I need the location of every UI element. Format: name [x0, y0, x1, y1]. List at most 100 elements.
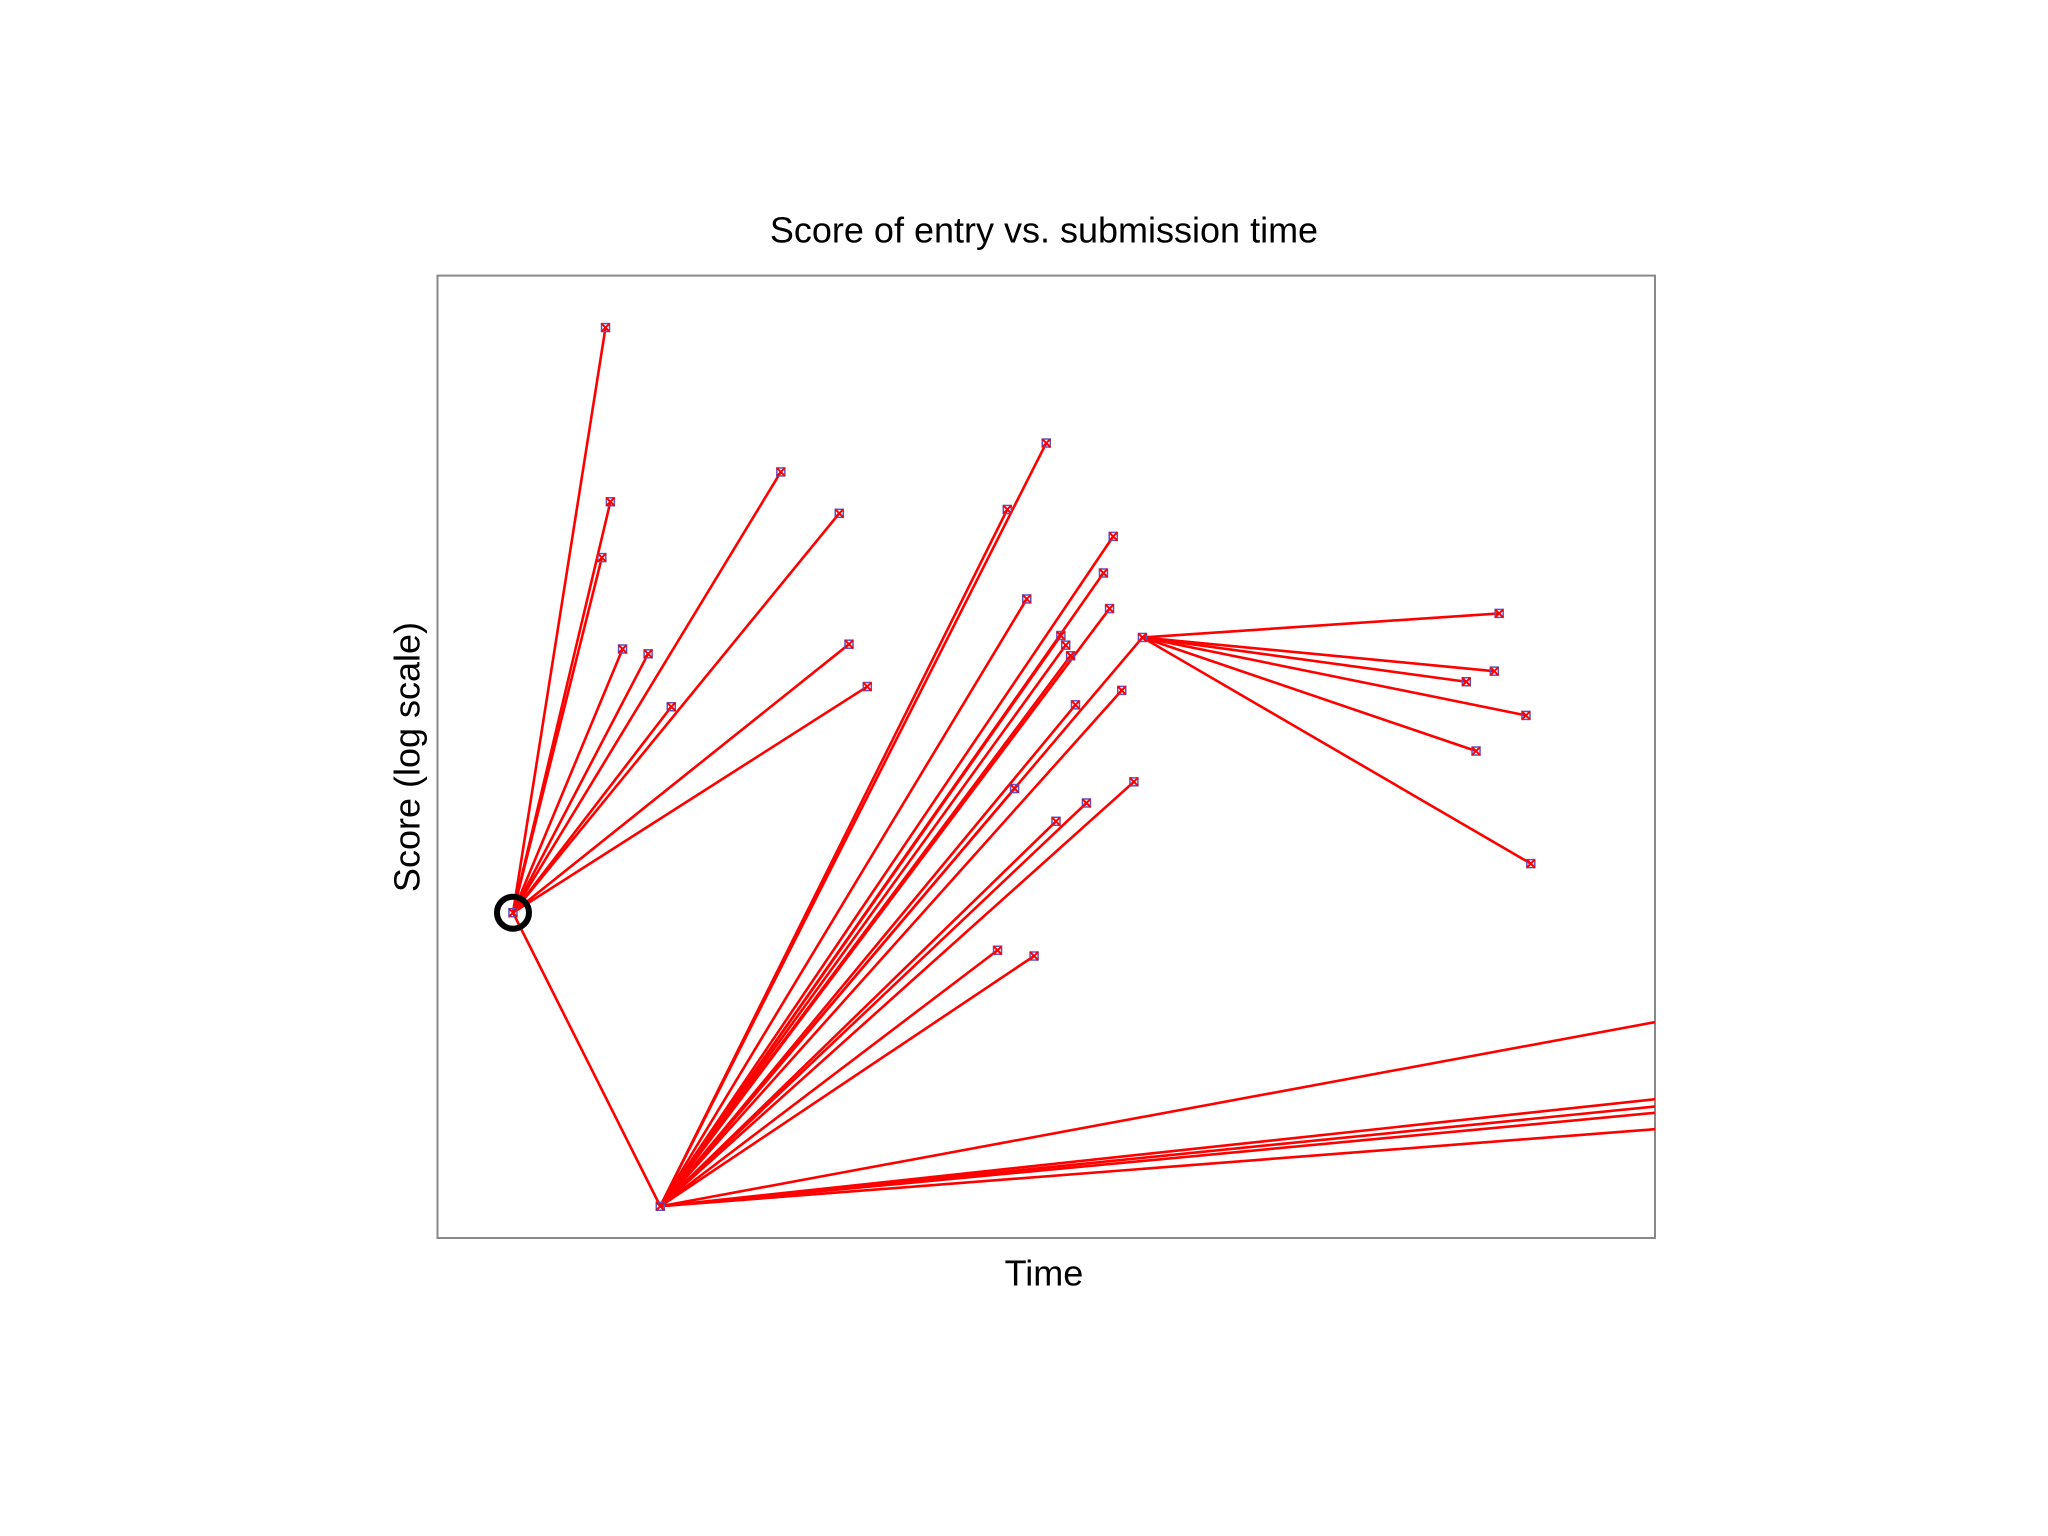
- edge: [660, 1111, 1655, 1208]
- point: [1098, 568, 1109, 578]
- edge: [511, 912, 662, 1207]
- point-box: [1712, 1007, 1720, 1015]
- point: [1029, 951, 1039, 961]
- point-box: [1712, 1120, 1720, 1128]
- point-box: [1056, 630, 1066, 641]
- point: [1712, 1089, 1720, 1097]
- edge: [512, 685, 868, 914]
- point-cross: [617, 644, 628, 654]
- edges: [511, 327, 1655, 1208]
- edge: [659, 802, 1088, 1208]
- point: [1070, 700, 1081, 710]
- point-cross: [1070, 700, 1081, 710]
- point-cross: [992, 945, 1003, 955]
- point-cross: [666, 702, 676, 712]
- point-box: [1489, 666, 1500, 676]
- point-cross: [1117, 685, 1127, 696]
- point: [1104, 603, 1115, 614]
- point-cross: [1471, 746, 1481, 756]
- edge: [1142, 636, 1527, 717]
- point: [776, 467, 786, 477]
- point: [1009, 783, 1020, 794]
- edge: [659, 787, 1016, 1208]
- edge: [1142, 636, 1477, 753]
- point: [1051, 816, 1061, 827]
- point-box: [1070, 700, 1081, 710]
- point-box: [1526, 858, 1536, 869]
- point-box: [655, 1201, 666, 1211]
- point: [1526, 858, 1536, 869]
- point-box: [1712, 1096, 1720, 1104]
- point-box: [1521, 710, 1531, 721]
- point: [1471, 746, 1481, 756]
- edge: [1142, 612, 1500, 639]
- point-box: [1065, 650, 1076, 661]
- point-cross: [1526, 858, 1536, 869]
- point-box: [1041, 438, 1051, 448]
- y-axis-label: Score (log scale): [387, 622, 428, 892]
- point-cross: [508, 908, 518, 918]
- chart-title: Score of entry vs. submission time: [770, 210, 1318, 251]
- point: [1137, 632, 1148, 643]
- point: [1116, 685, 1127, 696]
- edge: [659, 654, 1072, 1208]
- point-box: [1022, 594, 1032, 604]
- point: [1041, 438, 1051, 448]
- point-cross: [1022, 594, 1032, 604]
- point: [1129, 777, 1139, 787]
- point-box: [1494, 608, 1504, 619]
- point: [1521, 710, 1531, 721]
- point-box: [600, 322, 611, 333]
- edge: [1141, 636, 1532, 865]
- point-cross: [1494, 608, 1504, 619]
- point-cross: [844, 639, 854, 649]
- edge: [659, 780, 1135, 1208]
- point-box: [643, 649, 653, 659]
- point-box: [1116, 685, 1127, 696]
- edge: [1142, 636, 1495, 673]
- point-cross: [834, 508, 844, 519]
- edge: [512, 643, 850, 914]
- point-cross: [1712, 1096, 1720, 1104]
- point: [508, 907, 518, 918]
- edge: [660, 1127, 1655, 1208]
- point: [600, 322, 611, 333]
- point: [617, 644, 628, 654]
- point: [1108, 531, 1118, 542]
- point-cross: [655, 1201, 666, 1211]
- edge: [511, 327, 607, 913]
- point: [1494, 608, 1504, 619]
- highlight-ring: [493, 893, 532, 932]
- point-cross: [1521, 710, 1531, 721]
- plot-frame: [436, 274, 1656, 1240]
- edge: [659, 535, 1115, 1207]
- point-box: [834, 508, 845, 519]
- point-cross: [1712, 1007, 1720, 1015]
- point-cross: [1041, 438, 1051, 448]
- point-box: [992, 945, 1003, 955]
- point-box: [1060, 640, 1071, 650]
- point: [1712, 1096, 1720, 1104]
- edge: [659, 634, 1062, 1207]
- point-cross: [597, 552, 607, 563]
- point: [1081, 798, 1092, 808]
- point-box: [1009, 783, 1020, 794]
- edge: [1142, 636, 1467, 684]
- point-cross: [1137, 632, 1148, 643]
- edge: [511, 557, 604, 914]
- point: [1461, 676, 1472, 687]
- point-box: [1461, 676, 1472, 687]
- point-cross: [1712, 1120, 1720, 1128]
- point: [844, 639, 854, 649]
- point: [666, 702, 677, 712]
- point-cross: [1489, 666, 1499, 676]
- edge: [660, 1020, 1655, 1208]
- edge: [659, 598, 1028, 1207]
- point: [1489, 666, 1500, 676]
- edge: [659, 644, 1067, 1208]
- point: [834, 508, 845, 519]
- point-cross: [1108, 531, 1118, 542]
- point-box: [666, 702, 677, 712]
- point-box: [1129, 777, 1139, 787]
